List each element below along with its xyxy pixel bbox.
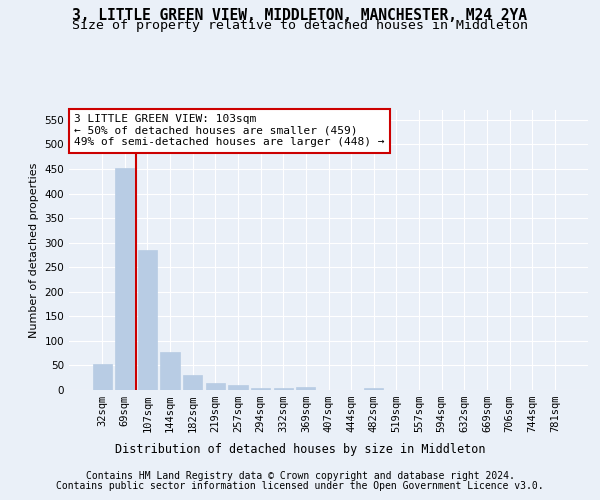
Text: 3, LITTLE GREEN VIEW, MIDDLETON, MANCHESTER, M24 2YA: 3, LITTLE GREEN VIEW, MIDDLETON, MANCHES… (73, 8, 527, 22)
Bar (183, 376, 202, 390)
Bar (206, 382, 225, 390)
Text: Size of property relative to detached houses in Middleton: Size of property relative to detached ho… (72, 19, 528, 32)
Text: 3 LITTLE GREEN VIEW: 103sqm
← 50% of detached houses are smaller (459)
49% of se: 3 LITTLE GREEN VIEW: 103sqm ← 50% of det… (74, 114, 385, 148)
Bar (251, 388, 270, 390)
Bar (274, 388, 293, 390)
Bar (92, 364, 112, 390)
Text: Distribution of detached houses by size in Middleton: Distribution of detached houses by size … (115, 442, 485, 456)
Y-axis label: Number of detached properties: Number of detached properties (29, 162, 39, 338)
Bar (115, 168, 134, 390)
Bar (296, 387, 316, 390)
Text: Contains public sector information licensed under the Open Government Licence v3: Contains public sector information licen… (56, 481, 544, 491)
Bar (160, 352, 180, 390)
Bar (138, 250, 157, 390)
Bar (364, 388, 383, 390)
Bar (229, 385, 248, 390)
Text: Contains HM Land Registry data © Crown copyright and database right 2024.: Contains HM Land Registry data © Crown c… (86, 471, 514, 481)
